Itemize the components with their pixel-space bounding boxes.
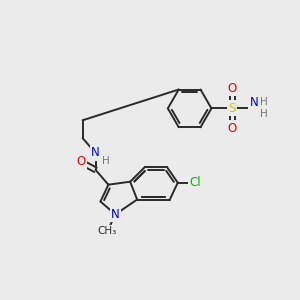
Text: H: H xyxy=(101,156,109,166)
Text: O: O xyxy=(76,155,85,168)
Text: N: N xyxy=(250,96,258,109)
Text: O: O xyxy=(228,122,237,135)
Text: CH₃: CH₃ xyxy=(98,226,117,236)
Text: H: H xyxy=(260,98,268,107)
Text: S: S xyxy=(229,102,236,115)
Text: O: O xyxy=(228,82,237,95)
Text: Cl: Cl xyxy=(190,176,201,189)
Text: N: N xyxy=(91,146,100,160)
Text: N: N xyxy=(111,208,120,221)
Text: H: H xyxy=(260,109,268,119)
